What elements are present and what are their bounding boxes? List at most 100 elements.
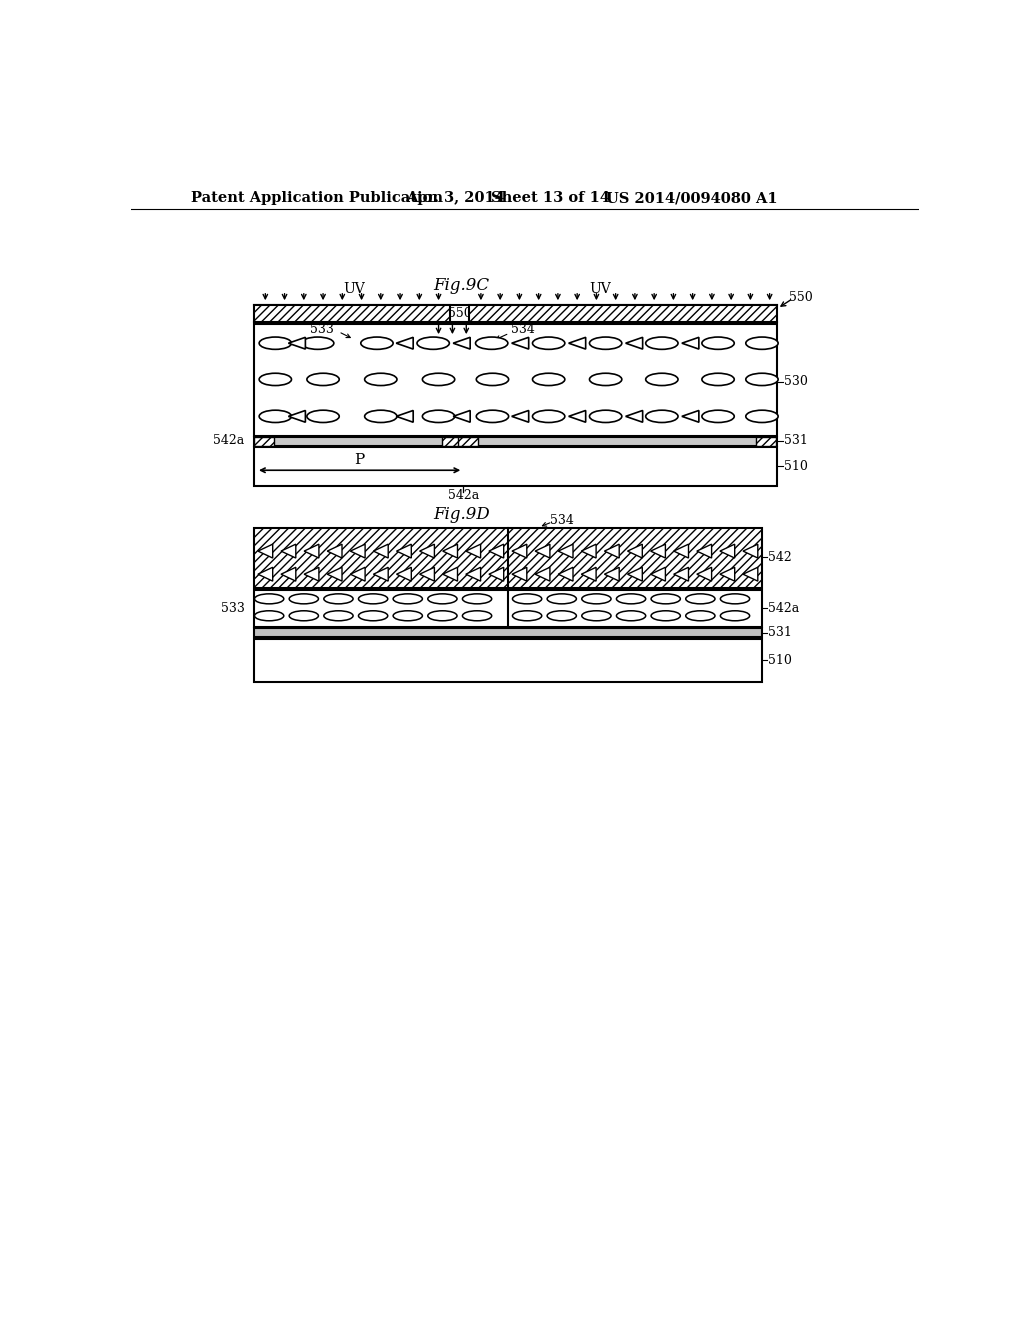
Bar: [254, 437, 777, 446]
Polygon shape: [258, 544, 272, 558]
Polygon shape: [454, 338, 470, 348]
Polygon shape: [512, 411, 528, 422]
Ellipse shape: [428, 611, 457, 620]
Polygon shape: [488, 568, 504, 581]
Ellipse shape: [324, 611, 353, 620]
Polygon shape: [743, 544, 758, 558]
Ellipse shape: [307, 411, 339, 422]
Ellipse shape: [301, 337, 334, 350]
Polygon shape: [454, 411, 470, 422]
Text: 542a: 542a: [213, 434, 245, 447]
Ellipse shape: [646, 411, 678, 422]
Polygon shape: [682, 411, 698, 422]
Text: Apr. 3, 2014: Apr. 3, 2014: [407, 191, 505, 206]
Bar: [254, 528, 762, 589]
Polygon shape: [512, 338, 528, 348]
Polygon shape: [396, 338, 414, 348]
Bar: [458, 437, 478, 446]
Bar: [469, 305, 777, 322]
Polygon shape: [396, 411, 414, 422]
Ellipse shape: [547, 611, 577, 620]
Polygon shape: [720, 568, 734, 581]
Polygon shape: [396, 568, 412, 581]
Ellipse shape: [745, 374, 778, 385]
Ellipse shape: [590, 374, 622, 385]
Ellipse shape: [616, 611, 646, 620]
Text: Fig.9D: Fig.9D: [433, 506, 490, 523]
Polygon shape: [628, 568, 642, 581]
Ellipse shape: [428, 594, 457, 603]
Ellipse shape: [512, 594, 542, 603]
Ellipse shape: [393, 594, 422, 603]
Bar: [469, 305, 777, 322]
Polygon shape: [582, 544, 596, 558]
Ellipse shape: [720, 594, 750, 603]
Polygon shape: [289, 411, 305, 422]
Ellipse shape: [590, 411, 622, 422]
Ellipse shape: [365, 411, 397, 422]
Ellipse shape: [422, 411, 455, 422]
Polygon shape: [604, 544, 620, 558]
Ellipse shape: [358, 611, 388, 620]
Ellipse shape: [259, 374, 292, 385]
Polygon shape: [720, 544, 734, 558]
Ellipse shape: [475, 337, 508, 350]
Ellipse shape: [289, 594, 318, 603]
Ellipse shape: [582, 594, 611, 603]
Text: 533: 533: [309, 323, 334, 335]
Polygon shape: [568, 411, 586, 422]
Text: 534: 534: [511, 323, 536, 335]
Text: 534: 534: [550, 513, 573, 527]
Polygon shape: [328, 544, 342, 558]
Polygon shape: [512, 568, 526, 581]
Polygon shape: [466, 544, 480, 558]
Bar: [254, 305, 451, 322]
Ellipse shape: [686, 611, 715, 620]
Polygon shape: [626, 338, 643, 348]
Ellipse shape: [512, 611, 542, 620]
Polygon shape: [420, 544, 434, 558]
Text: UV: UV: [343, 282, 365, 296]
Text: 542a: 542a: [447, 490, 479, 502]
Ellipse shape: [463, 594, 492, 603]
Ellipse shape: [463, 611, 492, 620]
Polygon shape: [568, 338, 586, 348]
Polygon shape: [442, 568, 458, 581]
Bar: [254, 528, 762, 589]
Polygon shape: [350, 568, 366, 581]
Ellipse shape: [745, 411, 778, 422]
Text: P: P: [354, 453, 365, 467]
Ellipse shape: [422, 374, 455, 385]
Polygon shape: [374, 544, 388, 558]
Ellipse shape: [360, 337, 393, 350]
Polygon shape: [289, 338, 305, 348]
Polygon shape: [281, 544, 296, 558]
Ellipse shape: [476, 411, 509, 422]
Ellipse shape: [255, 594, 284, 603]
Polygon shape: [304, 568, 318, 581]
Polygon shape: [650, 544, 666, 558]
Text: 530: 530: [783, 375, 807, 388]
Polygon shape: [442, 544, 458, 558]
Polygon shape: [512, 544, 526, 558]
Polygon shape: [558, 544, 573, 558]
Text: 542a: 542a: [768, 602, 800, 615]
Polygon shape: [328, 568, 342, 581]
Text: Patent Application Publication: Patent Application Publication: [190, 191, 442, 206]
Ellipse shape: [259, 337, 292, 350]
Polygon shape: [628, 544, 642, 558]
Text: 510: 510: [783, 459, 807, 473]
Ellipse shape: [701, 411, 734, 422]
Ellipse shape: [547, 594, 577, 603]
Text: US 2014/0094080 A1: US 2014/0094080 A1: [606, 191, 778, 206]
Polygon shape: [682, 338, 698, 348]
Text: 531: 531: [783, 434, 807, 447]
Text: 531: 531: [768, 626, 792, 639]
Polygon shape: [536, 544, 550, 558]
Polygon shape: [650, 568, 666, 581]
Bar: [254, 590, 762, 627]
Polygon shape: [488, 544, 504, 558]
Bar: [442, 437, 463, 446]
Bar: [756, 437, 776, 446]
Ellipse shape: [358, 594, 388, 603]
